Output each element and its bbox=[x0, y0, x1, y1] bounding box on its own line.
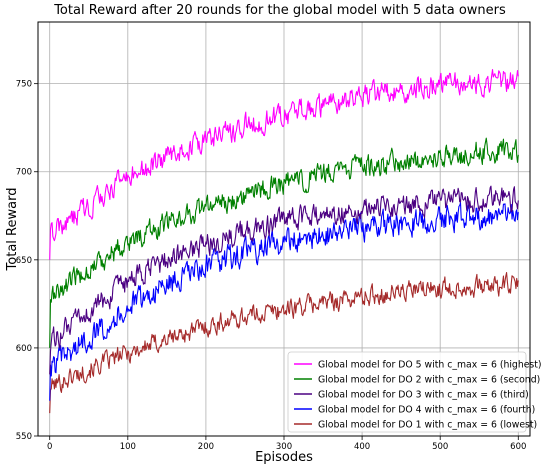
legend-label: Global model for DO 3 with c_max = 6 (th… bbox=[318, 390, 529, 401]
x-tick-label: 400 bbox=[354, 442, 370, 452]
series-line bbox=[49, 272, 519, 414]
y-axis-ticks: 550 600 650 700 750 bbox=[16, 80, 38, 442]
y-tick-label: 600 bbox=[16, 344, 32, 354]
x-tick-label: 0 bbox=[47, 442, 52, 452]
series-line bbox=[49, 202, 519, 401]
legend-label: Global model for DO 2 with c_max = 6 (se… bbox=[318, 375, 540, 386]
legend-label: Global model for DO 4 with c_max = 6 (fo… bbox=[318, 405, 535, 416]
series-lines bbox=[49, 68, 519, 414]
series-line bbox=[49, 137, 519, 348]
y-tick-label: 700 bbox=[16, 168, 32, 178]
x-axis-ticks: 0 100 200 300 400 500 600 bbox=[47, 436, 526, 452]
x-tick-label: 200 bbox=[198, 442, 214, 452]
x-axis-title: Episodes bbox=[255, 450, 313, 465]
legend-box bbox=[287, 351, 527, 433]
y-tick-label: 650 bbox=[16, 256, 32, 266]
legend-label: Global model for DO 1 with c_max = 6 (lo… bbox=[318, 420, 537, 431]
x-tick-label: 300 bbox=[276, 442, 292, 452]
y-tick-label: 550 bbox=[16, 432, 32, 442]
legend-label: Global model for DO 5 with c_max = 6 (hi… bbox=[318, 360, 542, 371]
series-line bbox=[49, 68, 519, 260]
series-line bbox=[49, 185, 519, 375]
y-tick-label: 750 bbox=[16, 80, 32, 90]
y-axis-title: Total Reward bbox=[5, 188, 20, 272]
chart-title: Total Reward after 20 rounds for the glo… bbox=[53, 3, 506, 18]
x-tick-label: 500 bbox=[432, 442, 448, 452]
x-tick-label: 600 bbox=[510, 442, 526, 452]
x-tick-label: 100 bbox=[120, 442, 136, 452]
legend: Global model for DO 5 with c_max = 6 (hi… bbox=[287, 351, 542, 433]
